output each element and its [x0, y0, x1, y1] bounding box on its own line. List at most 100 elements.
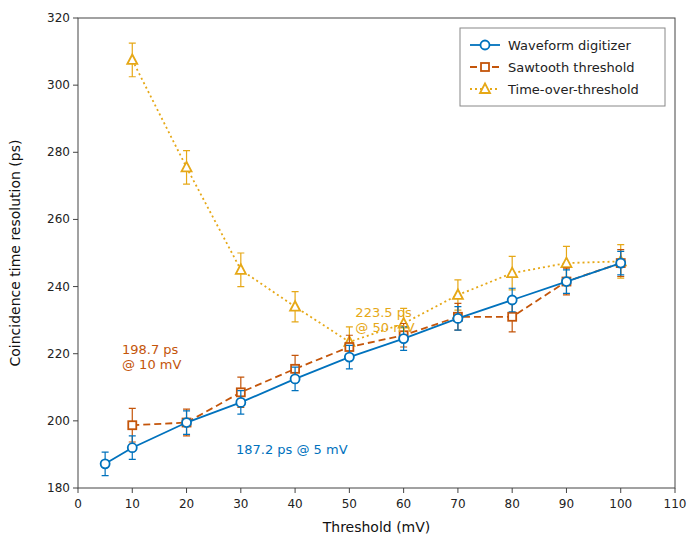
- x-tick: [78, 488, 79, 493]
- point: [183, 419, 191, 427]
- y-tick-label: 240: [47, 280, 70, 294]
- y-tick-label: 260: [47, 212, 70, 226]
- x-tick: [240, 488, 241, 493]
- x-tick: [566, 488, 567, 493]
- y-tick-label: 200: [47, 414, 70, 428]
- point: [182, 418, 191, 427]
- y-tick-label: 180: [47, 481, 70, 495]
- y-tick: [73, 286, 78, 287]
- x-tick-label: 90: [559, 497, 574, 511]
- error-bar: [183, 411, 190, 435]
- y-tick-label: 300: [47, 78, 70, 92]
- annotation-line: @ 50 mV: [355, 320, 414, 335]
- error-bar: [509, 288, 516, 312]
- x-tick-label: 70: [450, 497, 465, 511]
- annotation-line: 223.5 ps: [355, 305, 412, 320]
- y-tick: [73, 18, 78, 19]
- error-bar: [346, 345, 353, 369]
- legend-marker: [481, 63, 489, 71]
- x-tick-label: 40: [287, 497, 302, 511]
- x-axis-label: Threshold (mV): [322, 519, 431, 535]
- error-bar: [617, 245, 624, 279]
- error-bar: [292, 367, 299, 391]
- error-bar: [454, 307, 461, 331]
- point: [236, 398, 245, 407]
- legend: Waveform digitizer Sawtooth threshold Time…: [460, 28, 665, 106]
- legend-marker: [481, 41, 490, 50]
- point: [128, 443, 137, 452]
- y-tick-label: 220: [47, 347, 70, 361]
- y-tick: [73, 152, 78, 153]
- legend-label: Time-over-threshold: [507, 82, 639, 97]
- x-tick-label: 20: [179, 497, 194, 511]
- x-tick: [620, 488, 621, 493]
- y-tick-label: 320: [47, 11, 70, 25]
- point: [453, 289, 463, 299]
- annotation: 187.2 ps @ 5 mV: [236, 442, 348, 457]
- point: [101, 459, 110, 468]
- point: [182, 162, 192, 172]
- y-tick-label: 280: [47, 145, 70, 159]
- x-tick: [512, 488, 513, 493]
- y-tick: [73, 353, 78, 354]
- y-axis-label: Coincidence time resolution (ps): [7, 140, 23, 367]
- error-bar: [617, 250, 624, 277]
- point: [562, 278, 570, 286]
- series-line: [105, 263, 621, 464]
- legend-marker: [480, 84, 490, 94]
- y-tick: [73, 85, 78, 86]
- error-bar: [563, 268, 570, 295]
- annotation-line: 198.7 ps: [122, 342, 179, 357]
- annotation: 198.7 ps@ 10 mV: [122, 342, 181, 372]
- point: [508, 296, 517, 305]
- x-tick-label: 110: [664, 497, 687, 511]
- legend-label: Waveform digitizer: [508, 38, 631, 53]
- point: [453, 314, 462, 323]
- error-bar: [454, 303, 461, 330]
- point: [291, 374, 300, 383]
- plot-area: [101, 43, 626, 475]
- error-bar: [563, 270, 570, 294]
- annotation-line: 187.2 ps @ 5 mV: [236, 442, 348, 457]
- error-bar: [102, 452, 109, 476]
- y-tick: [73, 219, 78, 220]
- x-tick-label: 60: [396, 497, 411, 511]
- error-bar: [183, 409, 190, 436]
- x-tick-label: 10: [125, 497, 140, 511]
- point: [345, 353, 354, 362]
- point: [236, 264, 246, 274]
- point: [616, 259, 625, 268]
- chart: 0 10 20 30 40 50 60 70 80 90 100 110 180 200 220 240 260…: [0, 0, 697, 546]
- x-tick: [457, 488, 458, 493]
- plot-frame: [78, 18, 675, 488]
- x-tick: [675, 488, 676, 493]
- x-tick: [349, 488, 350, 493]
- series: [101, 251, 626, 475]
- point: [561, 258, 571, 268]
- error-bar: [129, 436, 136, 460]
- x-tick: [132, 488, 133, 493]
- x-tick: [186, 488, 187, 493]
- legend-label: Sawtooth threshold: [508, 60, 635, 75]
- point: [127, 54, 137, 64]
- point: [507, 268, 517, 278]
- series: [128, 250, 624, 442]
- y-tick: [73, 420, 78, 421]
- point: [508, 313, 516, 321]
- y-tick: [73, 488, 78, 489]
- point: [128, 421, 136, 429]
- point: [399, 334, 408, 343]
- x-tick-label: 80: [505, 497, 520, 511]
- x-tick-label: 0: [74, 497, 82, 511]
- x-tick-label: 50: [342, 497, 357, 511]
- x-tick: [295, 488, 296, 493]
- error-bar: [237, 391, 244, 415]
- x-tick-label: 100: [609, 497, 632, 511]
- annotation-line: @ 10 mV: [122, 357, 181, 372]
- point: [617, 259, 625, 267]
- point: [290, 301, 300, 311]
- legend-box: [460, 28, 665, 106]
- error-bar: [617, 251, 624, 275]
- annotation: 223.5 ps@ 50 mV: [355, 305, 414, 335]
- x-tick-label: 30: [233, 497, 248, 511]
